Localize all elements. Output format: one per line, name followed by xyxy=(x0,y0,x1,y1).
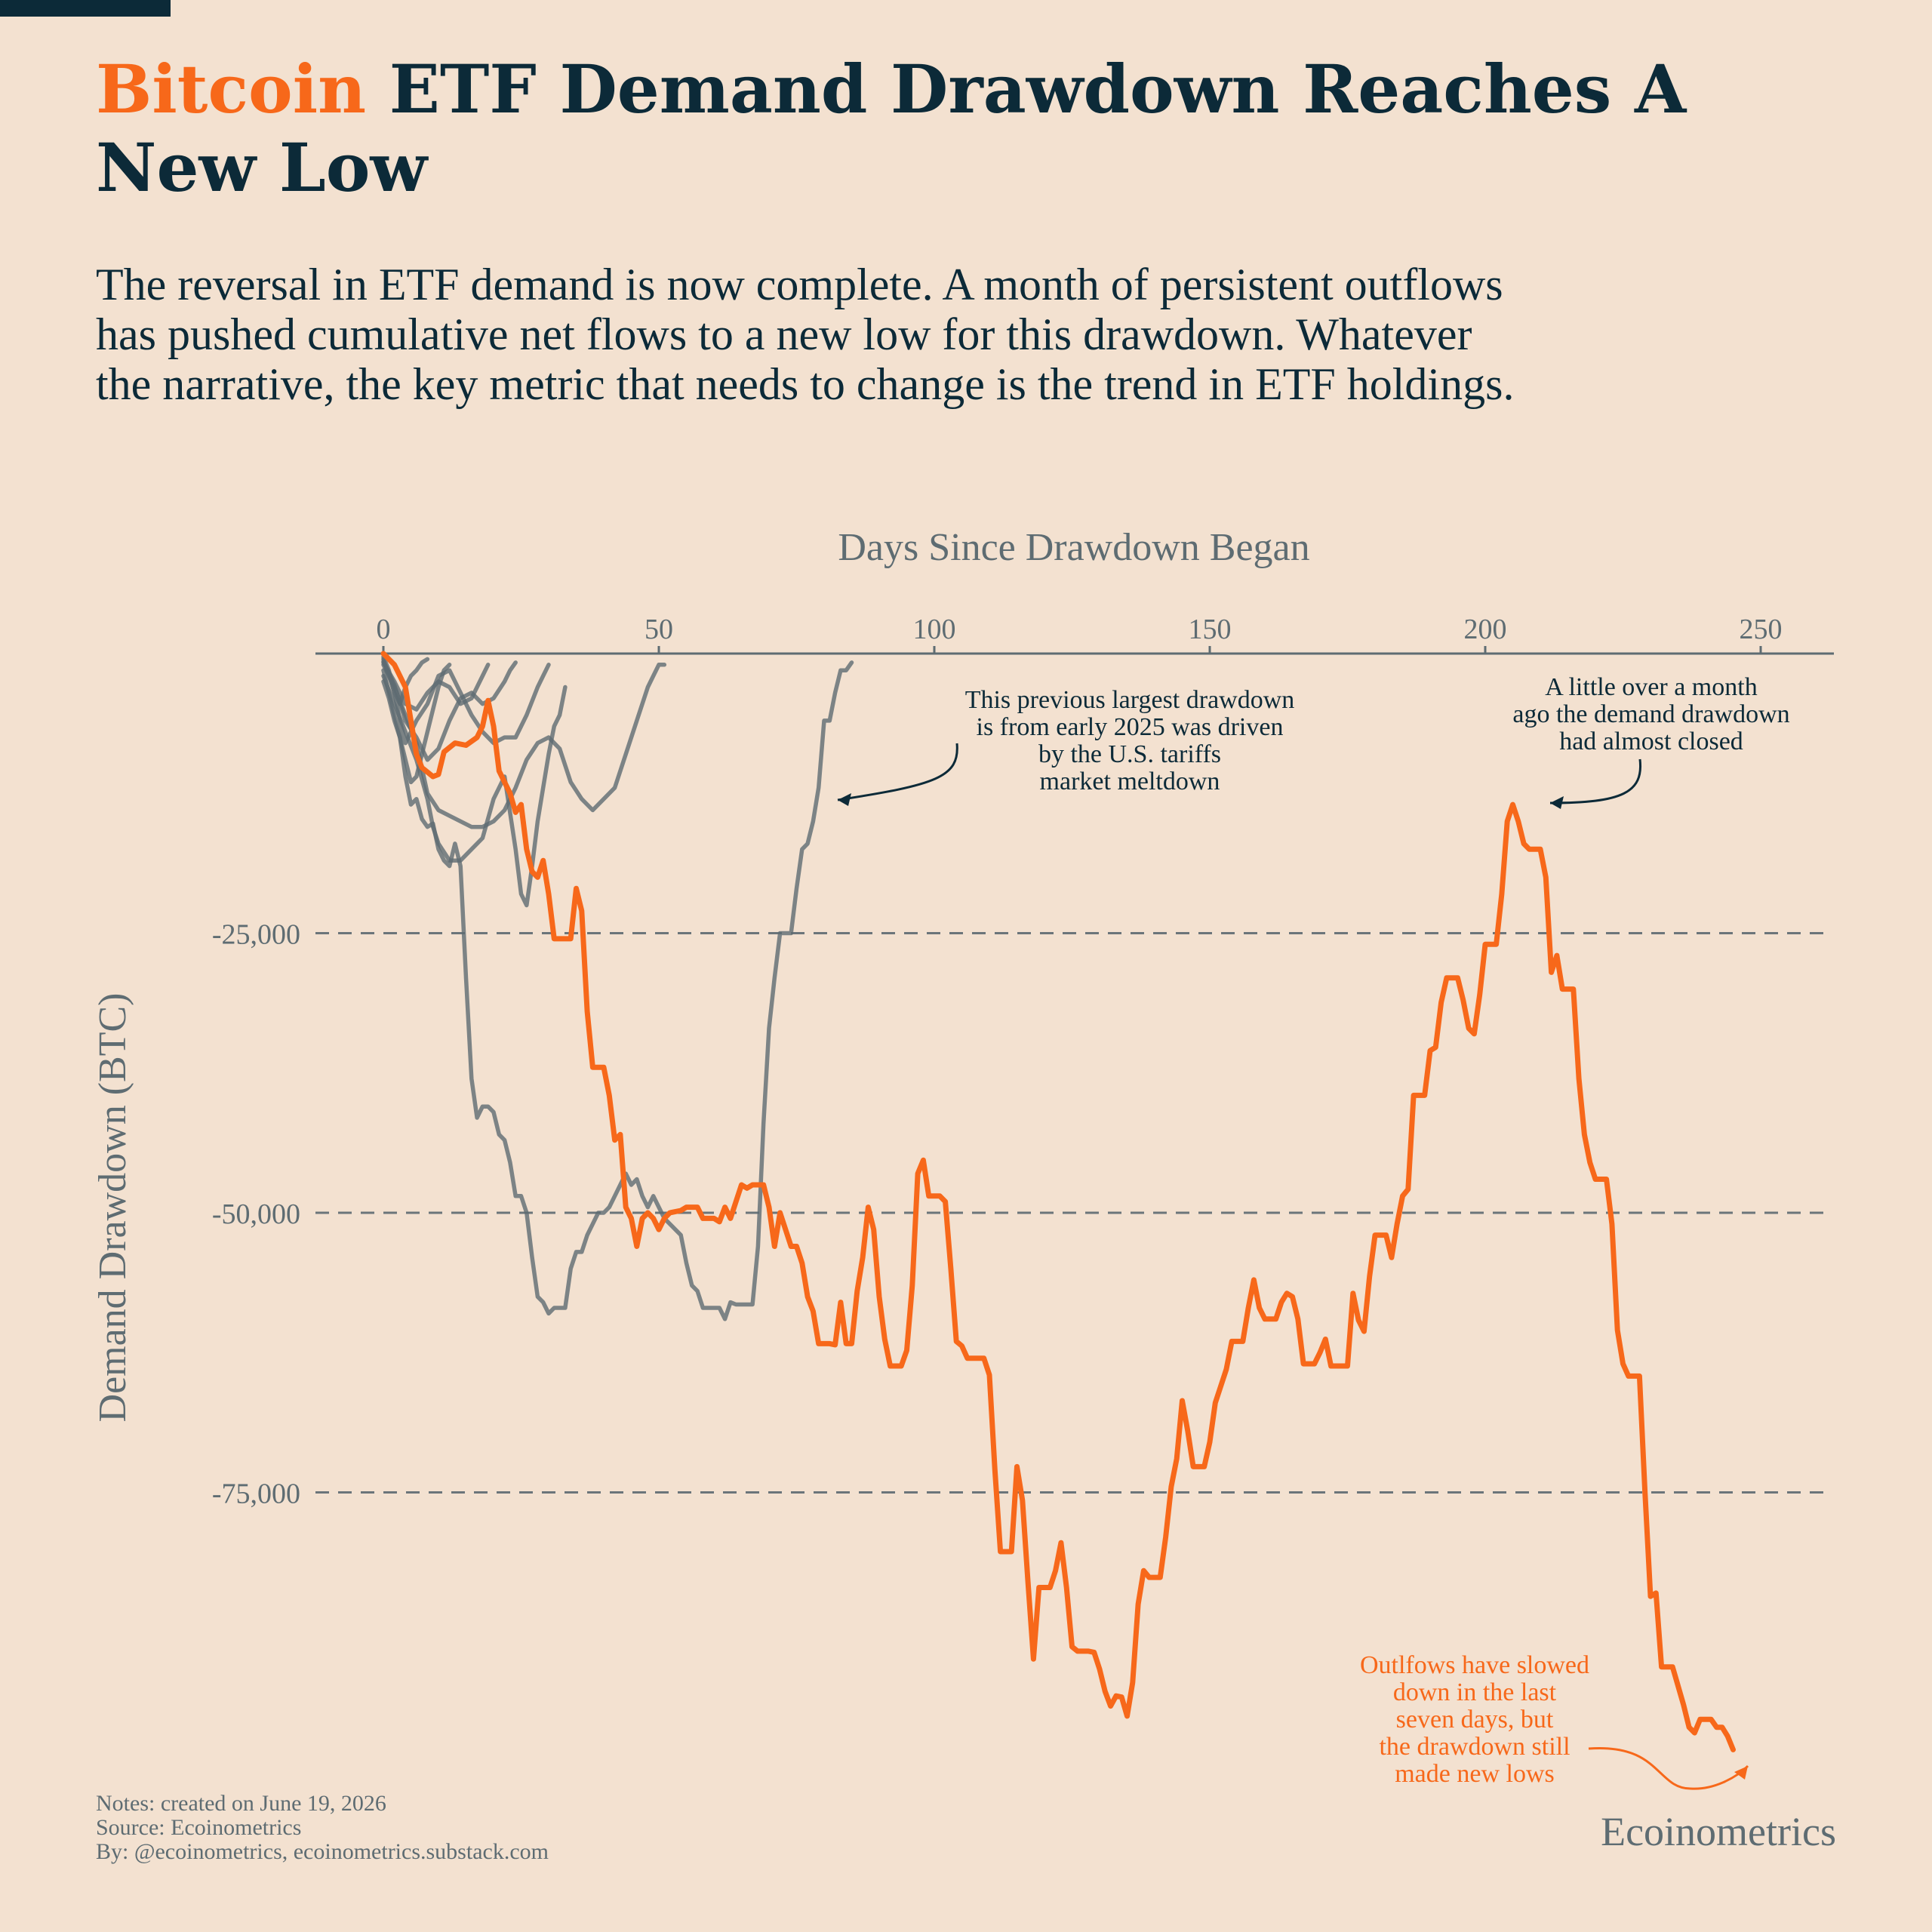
x-tick-label: 0 xyxy=(377,614,391,645)
current-drawdown-line xyxy=(380,651,1736,1752)
annotation-line: had almost closed xyxy=(1559,728,1743,755)
annotation-arrow xyxy=(1549,758,1642,804)
x-tick-label: 150 xyxy=(1189,614,1232,645)
y-tick-label: -25,000 xyxy=(212,919,300,951)
annotation-line: by the U.S. tariffs xyxy=(1038,740,1221,768)
x-tick-label: 100 xyxy=(913,614,956,645)
annotation-text: Outlfows have slowed down in the last seve… xyxy=(1360,1651,1589,1788)
x-tick-label: 50 xyxy=(645,614,673,645)
y-tick-label: -50,000 xyxy=(212,1198,300,1230)
x-axis: 0 50 100 150 200 250 xyxy=(315,614,1834,655)
arrowhead-icon xyxy=(838,793,851,806)
top-accent-bar xyxy=(0,0,171,17)
title-accent-word: Bitcoin xyxy=(96,50,367,128)
past-drawdown-line xyxy=(381,663,452,785)
annotation-line: is from early 2025 was driven xyxy=(977,713,1284,741)
annotations: This previous largest drawdown is from ea… xyxy=(837,673,1790,1790)
series-lines xyxy=(380,651,1736,1752)
annotation-text: This previous largest drawdown is from ea… xyxy=(965,686,1295,795)
annotation-line: This previous largest drawdown xyxy=(965,686,1295,714)
footer-notes: Notes: created on June 19, 2026 Source: … xyxy=(96,1792,549,1864)
annotation-arrow xyxy=(837,743,958,801)
past-drawdown-line xyxy=(381,659,518,762)
arrowhead-icon xyxy=(1550,796,1564,809)
annotation-line: seven days, but xyxy=(1396,1706,1554,1734)
chart-title: Bitcoin ETF Demand Drawdown Reaches A Ne… xyxy=(96,50,1794,207)
footer-source: Source: Ecoinometrics xyxy=(96,1815,302,1840)
annotation-line: ago the demand drawdown xyxy=(1512,700,1789,728)
grid-lines: -25,000 -50,000 -75,000 xyxy=(212,919,1829,1510)
brand-logo-text: Ecoinometrics xyxy=(1601,1809,1836,1854)
x-tick-label: 250 xyxy=(1740,614,1783,645)
annotation-line: Outlfows have slowed xyxy=(1360,1651,1589,1679)
annotation-line: A little over a month xyxy=(1545,673,1757,701)
past-drawdown-line xyxy=(381,657,551,746)
chart-subtitle: The reversal in ETF demand is now comple… xyxy=(96,260,1515,409)
past-drawdown-line xyxy=(381,673,568,908)
arrowhead-icon xyxy=(1734,1766,1748,1780)
annotation-line: down in the last xyxy=(1393,1678,1557,1706)
footer-byline: By: @ecoinometrics, ecoinometrics.substa… xyxy=(96,1839,549,1864)
footer-created-note: Notes: created on June 19, 2026 xyxy=(96,1791,386,1816)
annotation-arrow xyxy=(1588,1746,1749,1790)
past-drawdown-line xyxy=(381,660,854,1321)
x-axis-label: Days Since Drawdown Began xyxy=(838,526,1309,569)
annotation-line: the drawdown still xyxy=(1379,1733,1570,1761)
title-rest: ETF Demand Drawdown Reaches A New Low xyxy=(96,50,1687,207)
y-tick-label: -75,000 xyxy=(212,1478,300,1510)
annotation-text: A little over a month ago the demand draw… xyxy=(1512,673,1789,755)
annotation-line: market meltdown xyxy=(1040,768,1220,795)
past-drawdown-line xyxy=(381,663,667,829)
y-axis-label: Demand Drawdown (BTC) xyxy=(91,993,134,1423)
x-tick-label: 200 xyxy=(1464,614,1507,645)
annotation-line: made new lows xyxy=(1395,1760,1555,1788)
